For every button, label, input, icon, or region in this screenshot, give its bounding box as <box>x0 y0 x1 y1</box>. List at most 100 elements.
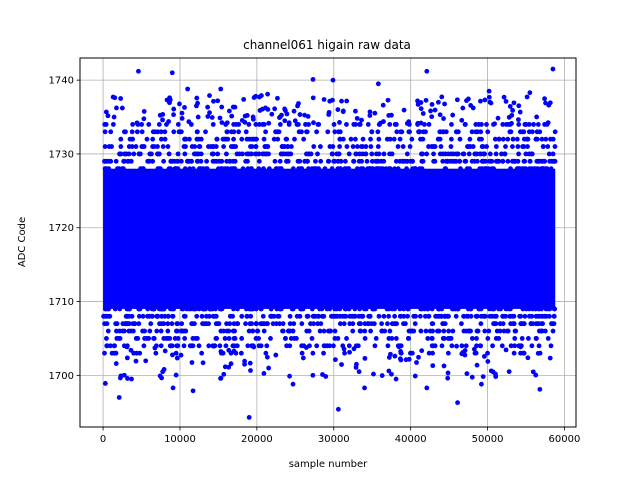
data-point <box>339 362 344 367</box>
data-point <box>525 144 530 149</box>
data-point <box>194 313 200 319</box>
data-point <box>423 129 428 135</box>
data-point <box>256 122 262 127</box>
data-point <box>444 313 450 319</box>
data-point <box>527 90 533 96</box>
data-point <box>231 144 237 149</box>
data-point <box>219 158 225 164</box>
data-point <box>552 129 558 135</box>
data-point <box>517 313 523 319</box>
data-point <box>435 136 441 142</box>
data-point <box>474 313 480 319</box>
data-point <box>341 321 347 327</box>
data-point <box>516 103 522 109</box>
data-point <box>412 321 418 327</box>
data-point <box>114 336 120 341</box>
data-point <box>276 129 282 135</box>
data-point <box>370 306 376 312</box>
data-point <box>368 144 374 149</box>
data-point <box>206 321 212 327</box>
data-point <box>547 158 553 164</box>
data-point <box>217 343 223 349</box>
data-point <box>290 328 296 334</box>
data-point <box>403 357 409 363</box>
data-point <box>305 158 310 164</box>
data-point <box>210 144 216 149</box>
data-point <box>151 336 157 341</box>
data-point <box>250 116 256 122</box>
data-point <box>512 336 518 341</box>
data-point <box>239 118 245 123</box>
data-point <box>187 166 193 172</box>
data-point <box>351 158 357 164</box>
data-point <box>474 328 480 334</box>
data-point <box>105 158 110 164</box>
data-point <box>272 106 278 112</box>
data-point <box>175 151 181 157</box>
data-point <box>481 353 487 359</box>
chart-title: channel061 higain raw data <box>243 38 411 52</box>
data-point <box>153 350 159 356</box>
data-point <box>242 113 248 119</box>
data-point <box>455 151 461 157</box>
data-point <box>344 122 349 127</box>
data-point <box>387 166 393 172</box>
data-point <box>311 144 317 149</box>
data-point <box>359 144 364 149</box>
data-point <box>462 348 468 353</box>
data-point <box>237 151 242 157</box>
data-point <box>122 151 128 157</box>
data-point <box>233 122 239 127</box>
data-point <box>316 166 322 172</box>
data-point <box>494 158 500 164</box>
data-point <box>362 385 367 391</box>
data-point <box>459 321 464 327</box>
data-point <box>388 351 393 357</box>
data-point <box>473 151 479 157</box>
data-point <box>130 136 136 142</box>
data-point <box>211 98 216 104</box>
data-point <box>376 151 382 157</box>
data-point <box>274 321 279 327</box>
data-point <box>473 129 479 135</box>
data-point <box>369 151 375 157</box>
data-point <box>417 166 422 172</box>
data-point <box>260 122 266 127</box>
data-point <box>318 158 324 164</box>
data-point <box>239 336 245 341</box>
data-point <box>510 144 515 149</box>
data-point <box>392 166 397 172</box>
data-point <box>284 158 290 164</box>
data-point <box>525 336 531 341</box>
data-point <box>385 97 391 103</box>
data-point <box>181 313 187 319</box>
data-point <box>478 321 484 327</box>
data-point <box>386 313 392 319</box>
data-point <box>405 306 411 312</box>
data-point <box>104 321 110 327</box>
data-point <box>335 151 341 157</box>
data-point <box>253 122 259 127</box>
data-point <box>508 321 514 327</box>
data-point <box>295 158 301 164</box>
data-point <box>248 144 253 149</box>
data-point <box>285 144 291 149</box>
data-point <box>435 99 441 105</box>
data-point <box>526 306 532 312</box>
data-point <box>471 346 477 352</box>
data-point <box>231 306 236 312</box>
x-tick-label: 60000 <box>549 434 581 445</box>
data-point <box>332 357 338 363</box>
data-point <box>165 144 171 149</box>
data-point <box>162 313 168 319</box>
data-point <box>357 328 363 334</box>
data-point <box>242 361 247 367</box>
data-point <box>254 321 259 327</box>
data-point <box>500 158 506 164</box>
data-point <box>194 336 200 341</box>
data-point <box>290 381 296 387</box>
data-point <box>480 144 486 149</box>
data-point <box>493 321 499 327</box>
data-point <box>222 336 228 341</box>
data-point <box>246 122 252 127</box>
